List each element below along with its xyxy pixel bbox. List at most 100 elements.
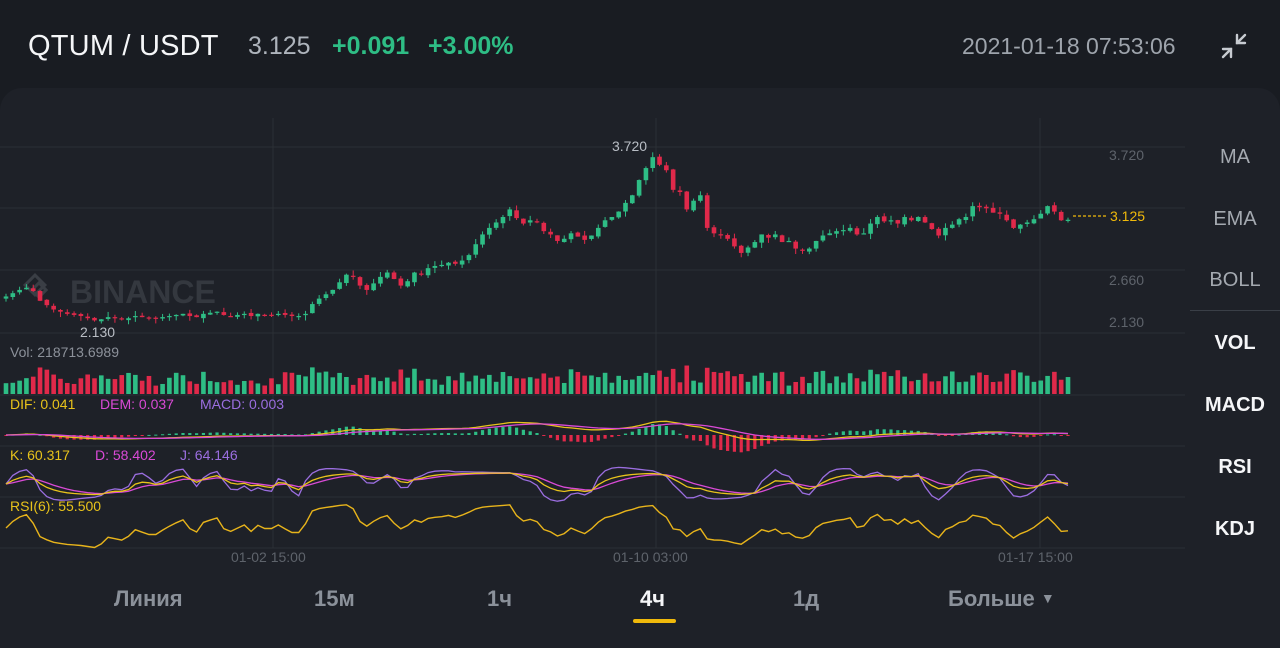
macd-bar: [549, 435, 553, 438]
candle-body: [221, 312, 227, 315]
volume-bar: [99, 375, 104, 394]
candle-body: [786, 240, 792, 243]
volume-bar: [316, 372, 322, 394]
high-marker: 3.720: [612, 138, 647, 154]
volume-bar: [248, 380, 254, 394]
volume-bar: [235, 384, 240, 394]
candle-body: [881, 216, 887, 222]
macd-bar: [269, 433, 274, 435]
candle-body: [139, 315, 145, 318]
volume-bar: [466, 381, 472, 394]
volume-bar: [732, 376, 737, 394]
candle-body: [623, 202, 628, 212]
tab-1h[interactable]: 1ч: [487, 586, 513, 611]
macd-bar: [106, 435, 110, 439]
side-btn-vol[interactable]: VOL: [1214, 332, 1256, 354]
tab-1d[interactable]: 1д: [793, 586, 820, 611]
volume-bar: [10, 382, 16, 394]
macd-bar: [263, 433, 267, 435]
macd-bar: [678, 433, 682, 435]
volume-bar: [861, 381, 867, 394]
candle-body: [548, 231, 553, 235]
volume-bar: [17, 380, 22, 394]
volume-bar: [3, 383, 9, 394]
volume-bar: [929, 381, 935, 394]
volume-bar: [146, 375, 152, 394]
volume-bar: [30, 376, 36, 394]
candle-body: [228, 316, 233, 318]
macd-bar: [882, 429, 886, 435]
macd-bar: [467, 433, 471, 435]
side-btn-ma[interactable]: MA: [1220, 146, 1250, 168]
candle-body: [439, 264, 444, 267]
volume-bar: [800, 376, 805, 394]
tab-15m[interactable]: 15м: [314, 586, 355, 611]
macd-bar: [412, 433, 417, 435]
volume-bar: [1045, 375, 1050, 394]
volume-bar: [92, 378, 97, 394]
side-btn-kdj[interactable]: KDJ: [1214, 518, 1255, 540]
candle-body: [834, 231, 839, 234]
macd-bar: [664, 426, 668, 435]
macd-bar: [753, 435, 757, 449]
volume-bars: [3, 365, 1071, 394]
macd-bar: [834, 432, 839, 435]
candle-body: [371, 283, 376, 291]
candle-body: [85, 316, 90, 319]
macd-bar: [691, 435, 696, 441]
candle-body: [847, 227, 853, 231]
candle-body: [153, 317, 159, 319]
macd-bar: [937, 435, 941, 436]
candle-body: [432, 265, 438, 268]
candle-body: [350, 275, 356, 277]
candle-body: [1011, 219, 1016, 228]
candle-body: [616, 211, 621, 218]
volume-bar: [262, 385, 267, 394]
side-btn-boll[interactable]: BOLL: [1209, 269, 1261, 291]
caret-down-icon: ▼: [1040, 590, 1055, 606]
candle-body: [745, 247, 751, 253]
candle-body: [793, 241, 798, 249]
volume-bar: [575, 371, 581, 394]
macd-bar: [739, 435, 743, 453]
volume-bar: [323, 371, 329, 394]
volume-bar: [902, 376, 907, 394]
volume-bar: [541, 373, 547, 394]
side-btn-macd[interactable]: MACD: [1205, 394, 1265, 416]
volume-bar: [173, 372, 179, 394]
candle-body: [698, 195, 703, 201]
candle-body: [276, 313, 281, 316]
trading-pair[interactable]: QTUM / USDT: [28, 30, 219, 62]
macd-bar: [480, 430, 485, 435]
side-btn-rsi[interactable]: RSI: [1218, 456, 1252, 478]
tab-line[interactable]: Линия: [114, 586, 183, 611]
volume-bar: [595, 377, 601, 394]
dem-line: [6, 423, 1069, 440]
macd-bar: [1039, 435, 1043, 436]
volume-bar: [1058, 379, 1064, 394]
candle-body: [725, 235, 730, 239]
macd-bar: [555, 435, 560, 441]
side-btn-ema[interactable]: EMA: [1213, 208, 1257, 230]
volume-bar: [827, 383, 833, 394]
collapse-arrows-icon[interactable]: [1218, 30, 1250, 62]
macd-bar: [903, 430, 907, 435]
tab-more[interactable]: Больше ▼: [948, 586, 1055, 612]
candle-body: [521, 218, 526, 224]
volume-bar: [915, 379, 921, 394]
volume-bar: [786, 385, 792, 394]
k-line: [5, 472, 1069, 496]
tab-4h[interactable]: 4ч: [640, 586, 666, 611]
candle-body: [813, 240, 819, 249]
volume-bar: [895, 370, 901, 394]
macd-bar: [1066, 435, 1070, 436]
volume-bar: [207, 381, 213, 394]
macd-bar: [896, 430, 900, 435]
candle-body: [609, 217, 615, 220]
macd-bar: [276, 433, 280, 435]
volume-bar: [636, 375, 642, 394]
volume-bar: [167, 377, 172, 394]
candle-body: [105, 317, 111, 319]
volume-bar: [64, 382, 70, 394]
